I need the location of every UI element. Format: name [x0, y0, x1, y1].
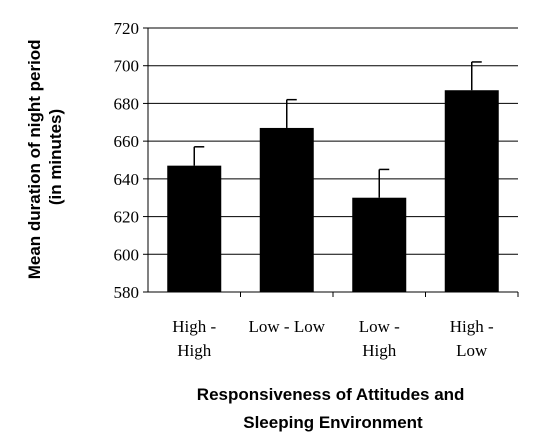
y-tick-label: 620: [114, 208, 140, 227]
x-category-label-line: High -: [450, 317, 494, 336]
y-tick-label: 600: [114, 245, 140, 264]
bar: [167, 165, 222, 292]
x-category-label: High - High: [172, 317, 216, 360]
y-axis-title-line-1: Mean duration of night period: [25, 39, 44, 279]
y-axis-title: Mean duration of night period (in minute…: [25, 35, 65, 280]
x-axis-title-line-2: Sleeping Environment: [243, 413, 423, 432]
x-category-label-line: Low: [456, 341, 488, 360]
axes: [143, 27, 519, 297]
x-category-label-line: High: [177, 341, 212, 360]
y-tick-label: 680: [114, 94, 140, 113]
y-axis-title-line-2: (in minutes): [46, 109, 65, 205]
y-tick-label: 720: [114, 19, 140, 38]
y-tick-label: 700: [114, 57, 140, 76]
x-category-label: High - Low: [450, 317, 494, 360]
x-category-label-line: Low - Low: [249, 317, 326, 336]
x-category-labels: High - High Low - Low Low - High High - Low: [172, 317, 494, 360]
y-tick-label: 640: [114, 170, 140, 189]
x-category-label-line: High: [362, 341, 397, 360]
x-category-label-line: High -: [172, 317, 216, 336]
x-category-label: Low - Low: [249, 317, 326, 336]
x-category-label: Low - High: [359, 317, 400, 360]
x-axis-title: Responsiveness of Attitudes and Sleeping…: [197, 385, 469, 432]
x-category-label-line: Low -: [359, 317, 400, 336]
y-tick-label: 580: [114, 283, 140, 302]
x-axis-title-line-1: Responsiveness of Attitudes and: [197, 385, 465, 404]
bar: [352, 197, 407, 292]
y-tick-labels: 580 600 620 640 660 680 700 720: [114, 19, 140, 302]
y-tick-label: 660: [114, 132, 140, 151]
bar: [259, 127, 314, 292]
bars: [167, 61, 499, 292]
bar: [444, 90, 499, 292]
